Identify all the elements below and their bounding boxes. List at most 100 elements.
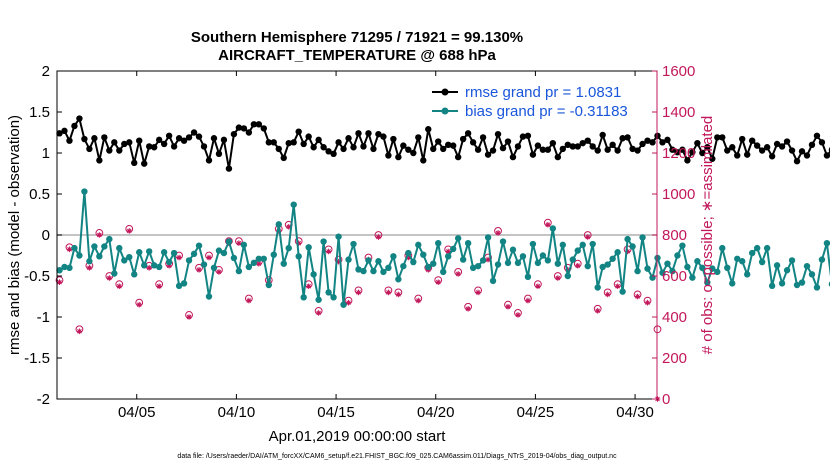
obs-assimilated-point bbox=[545, 221, 551, 228]
bias-point bbox=[116, 244, 123, 252]
y-right-tick-label: 200 bbox=[662, 350, 687, 367]
bias-point bbox=[220, 249, 228, 257]
bias-point bbox=[773, 262, 781, 269]
obs-assimilated-point bbox=[634, 293, 641, 300]
bias-point bbox=[240, 241, 248, 249]
bias-point bbox=[813, 284, 821, 291]
obs-assimilated-point bbox=[146, 265, 152, 271]
bias-point bbox=[554, 260, 562, 267]
rmse-point bbox=[305, 133, 312, 140]
obs-assimilated-point bbox=[375, 234, 382, 240]
bias-point bbox=[81, 188, 88, 195]
bias-point bbox=[793, 281, 801, 289]
rmse-point bbox=[509, 153, 517, 161]
x-tick-label: 04/30 bbox=[616, 404, 654, 421]
rmse-point bbox=[150, 144, 158, 151]
rmse-point bbox=[459, 135, 467, 143]
rmse-point bbox=[719, 134, 726, 141]
rmse-point bbox=[76, 115, 83, 122]
rmse-point bbox=[724, 147, 731, 154]
obs-assimilated-point bbox=[594, 308, 601, 314]
rmse-point bbox=[489, 147, 497, 154]
rmse-point bbox=[260, 125, 268, 132]
rmse-point bbox=[614, 147, 621, 154]
rmse-point bbox=[430, 145, 437, 153]
bias-point bbox=[340, 301, 347, 308]
bias-point bbox=[345, 256, 352, 263]
rmse-point bbox=[111, 139, 118, 146]
bias-point bbox=[444, 253, 452, 260]
obs-assimilated-point bbox=[126, 228, 133, 234]
rmse-point bbox=[106, 147, 113, 154]
y-left-tick-label: -1.5 bbox=[24, 350, 50, 367]
rmse-point bbox=[739, 135, 746, 143]
x-tick-label: 04/05 bbox=[118, 404, 156, 421]
rmse-point bbox=[699, 149, 706, 157]
rmse-point bbox=[773, 140, 781, 148]
rmse-point bbox=[669, 146, 676, 153]
bias-point bbox=[494, 261, 502, 268]
obs-assimilated-point bbox=[196, 267, 202, 273]
obs-assimilated-point bbox=[505, 303, 511, 310]
bias-point bbox=[390, 253, 397, 260]
bias-point bbox=[479, 257, 487, 264]
y-left-tick-label: -2 bbox=[37, 391, 50, 408]
rmse-point bbox=[360, 143, 367, 150]
obs-assimilated-point bbox=[285, 224, 292, 230]
bias-point bbox=[748, 249, 756, 257]
obs-assimilated-point bbox=[644, 299, 651, 306]
bias-point bbox=[141, 262, 148, 269]
bias-point bbox=[106, 235, 113, 243]
rmse-point bbox=[519, 133, 527, 140]
bias-point bbox=[469, 264, 477, 271]
rmse-point bbox=[405, 146, 412, 153]
rmse-point bbox=[649, 139, 656, 146]
x-tick-label: 04/25 bbox=[517, 404, 555, 421]
obs-assimilated-point bbox=[76, 328, 83, 335]
obs-assimilated-point bbox=[335, 258, 342, 265]
bias-point bbox=[724, 264, 731, 271]
bias-point bbox=[719, 244, 726, 252]
bias-point bbox=[305, 244, 312, 251]
rmse-point bbox=[494, 130, 502, 138]
bias-point bbox=[86, 258, 93, 265]
rmse-point bbox=[709, 155, 716, 162]
bias-point bbox=[664, 260, 671, 267]
obs-assimilated-point bbox=[236, 240, 242, 246]
bias-point bbox=[295, 253, 302, 260]
rmse-point bbox=[245, 129, 253, 136]
rmse-point bbox=[435, 138, 442, 145]
bias-point bbox=[195, 242, 203, 249]
chart-title-line2: AIRCRAFT_TEMPERATURE @ 688 hPa bbox=[218, 47, 496, 64]
bias-point bbox=[454, 235, 462, 242]
rmse-point bbox=[415, 134, 422, 141]
bias-point bbox=[350, 240, 357, 248]
obs-assimilated-point bbox=[515, 312, 521, 318]
bias-point bbox=[534, 259, 542, 267]
rmse-point bbox=[285, 139, 292, 147]
y-right-tick-label: 800 bbox=[662, 227, 687, 244]
rmse-point bbox=[345, 135, 352, 142]
rmse-point bbox=[679, 146, 686, 153]
rmse-point bbox=[714, 134, 721, 141]
rmse-point bbox=[335, 139, 342, 146]
bias-point bbox=[579, 241, 586, 249]
bias-point bbox=[131, 271, 138, 278]
bias-point bbox=[101, 243, 108, 250]
rmse-point bbox=[121, 140, 128, 148]
rmse-point bbox=[225, 165, 233, 172]
rmse-point bbox=[469, 139, 477, 146]
rmse-point bbox=[464, 130, 472, 137]
bias-point bbox=[315, 296, 322, 303]
obs-assimilated-point bbox=[535, 283, 541, 290]
x-axis-label: Apr.01,2019 00:00:00 start bbox=[269, 428, 447, 445]
bias-point bbox=[290, 201, 297, 208]
bias-point bbox=[410, 258, 417, 266]
bias-point bbox=[215, 247, 223, 254]
y-axis-left: -2 -1.5 -1 -0.5 0 0.5 1 1.5 2 bbox=[24, 63, 62, 408]
rmse-point bbox=[504, 138, 512, 145]
obs-assimilated-point bbox=[574, 262, 581, 269]
bias-point bbox=[504, 259, 512, 267]
bias-point bbox=[743, 271, 751, 278]
